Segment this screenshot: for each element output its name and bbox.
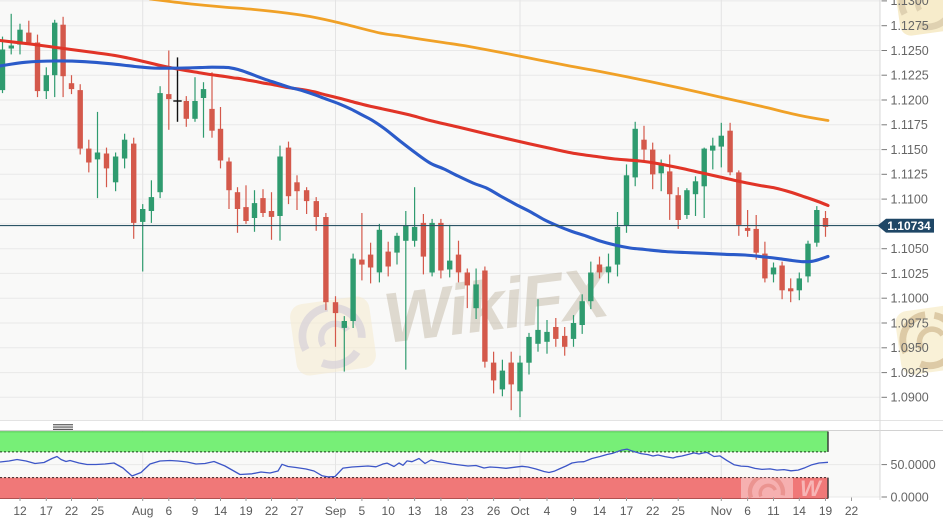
svg-text:1.1150: 1.1150 bbox=[891, 143, 928, 157]
svg-text:1.0950: 1.0950 bbox=[891, 341, 929, 355]
svg-text:14: 14 bbox=[214, 504, 228, 518]
svg-text:1.1100: 1.1100 bbox=[891, 192, 928, 206]
svg-text:25: 25 bbox=[672, 504, 686, 518]
svg-text:13: 13 bbox=[408, 504, 422, 518]
svg-text:22: 22 bbox=[845, 504, 859, 518]
svg-text:9: 9 bbox=[570, 504, 577, 518]
svg-text:14: 14 bbox=[793, 504, 807, 518]
svg-text:1.1275: 1.1275 bbox=[891, 19, 929, 33]
svg-text:9: 9 bbox=[192, 504, 199, 518]
svg-text:6: 6 bbox=[165, 504, 172, 518]
svg-text:1.1200: 1.1200 bbox=[891, 93, 929, 107]
svg-text:1.0900: 1.0900 bbox=[891, 391, 929, 405]
svg-text:1.0925: 1.0925 bbox=[891, 366, 929, 380]
svg-text:11: 11 bbox=[767, 504, 780, 518]
svg-text:W: W bbox=[800, 476, 823, 501]
svg-text:Sep: Sep bbox=[325, 504, 347, 518]
svg-text:1.1125: 1.1125 bbox=[891, 168, 928, 182]
svg-text:18: 18 bbox=[434, 504, 448, 518]
svg-text:10: 10 bbox=[382, 504, 396, 518]
svg-text:17: 17 bbox=[40, 504, 54, 518]
svg-text:1.0975: 1.0975 bbox=[891, 316, 929, 330]
svg-text:1.1050: 1.1050 bbox=[891, 242, 929, 256]
svg-text:1.1250: 1.1250 bbox=[891, 44, 929, 58]
svg-text:1.1175: 1.1175 bbox=[891, 118, 928, 132]
svg-text:Nov: Nov bbox=[711, 504, 732, 518]
svg-text:1.1300: 1.1300 bbox=[891, 0, 929, 8]
svg-text:26: 26 bbox=[487, 504, 501, 518]
svg-text:1.1000: 1.1000 bbox=[891, 292, 929, 306]
svg-text:22: 22 bbox=[265, 504, 279, 518]
svg-text:50.0000: 50.0000 bbox=[891, 458, 936, 472]
svg-text:17: 17 bbox=[620, 504, 634, 518]
svg-text:5: 5 bbox=[359, 504, 366, 518]
svg-text:12: 12 bbox=[13, 504, 27, 518]
svg-text:1.10734: 1.10734 bbox=[887, 219, 931, 233]
svg-text:Oct: Oct bbox=[511, 504, 530, 518]
svg-text:22: 22 bbox=[646, 504, 660, 518]
svg-text:4: 4 bbox=[544, 504, 551, 518]
svg-text:6: 6 bbox=[744, 504, 751, 518]
svg-text:14: 14 bbox=[593, 504, 607, 518]
svg-text:0.0000: 0.0000 bbox=[891, 490, 929, 504]
svg-text:Aug: Aug bbox=[132, 504, 153, 518]
svg-text:23: 23 bbox=[461, 504, 475, 518]
svg-text:22: 22 bbox=[65, 504, 79, 518]
svg-text:1.1225: 1.1225 bbox=[891, 69, 929, 83]
svg-text:1.1025: 1.1025 bbox=[891, 267, 929, 281]
svg-text:19: 19 bbox=[819, 504, 833, 518]
svg-text:27: 27 bbox=[290, 504, 304, 518]
svg-text:19: 19 bbox=[239, 504, 253, 518]
svg-text:25: 25 bbox=[91, 504, 105, 518]
